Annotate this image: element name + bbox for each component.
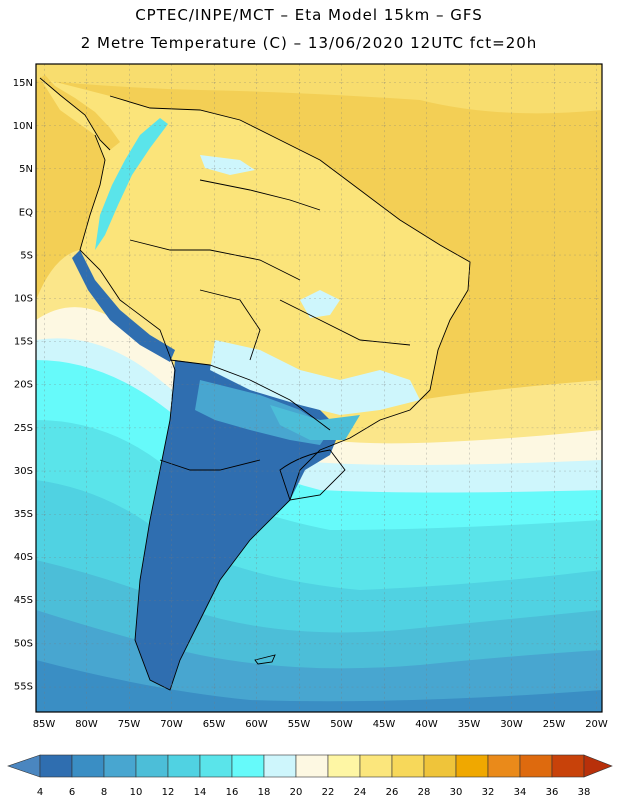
colorbar-value: 14	[194, 787, 207, 798]
colorbar-value: 18	[258, 787, 271, 798]
colorbar-swatch	[487, 754, 521, 778]
lon-label: 50W	[330, 719, 353, 730]
lat-label: 55S	[14, 681, 33, 692]
map-title-line2: 2 Metre Temperature (C) – 13/06/2020 12U…	[80, 34, 538, 52]
colorbar-swatch	[263, 754, 297, 778]
colorbar-value: 32	[482, 787, 495, 798]
colorbar-value: 26	[386, 787, 399, 798]
colorbar-swatch	[167, 754, 201, 778]
lat-label: 30S	[14, 466, 33, 477]
colorbar-swatch	[199, 754, 233, 778]
map-title-line1: CPTEC/INPE/MCT – Eta Model 15km – GFS	[135, 6, 483, 24]
lon-label: 25W	[543, 719, 566, 730]
map-frame	[35, 63, 603, 713]
colorbar-value: 16	[226, 787, 239, 798]
colorbar-value: 12	[162, 787, 175, 798]
lon-label: 65W	[203, 719, 226, 730]
lon-label: 40W	[415, 719, 438, 730]
lat-label: 45S	[14, 595, 33, 606]
lon-label: 85W	[33, 719, 56, 730]
lon-label: 35W	[458, 719, 481, 730]
latitude-labels: 15N 10N 5N EQ 5S 10S 15S 20S 25S 30S 35S 40S 45S 50S 5…	[13, 78, 33, 692]
lon-label: 55W	[288, 719, 311, 730]
colorbar-value: 30	[450, 787, 463, 798]
colorbar-swatch	[327, 754, 361, 778]
colorbar: 4 6 8 10 12 14 16 18 20 22 24 26 28 30 32 34 36 38	[7, 754, 613, 798]
lat-label: EQ	[19, 207, 33, 218]
lon-label: 30W	[500, 719, 523, 730]
lon-label: 80W	[75, 719, 98, 730]
colorbar-swatch	[423, 754, 457, 778]
longitude-labels: 85W 80W 75W 70W 65W 60W 55W 50W 45W 40W 35W 30W 25W 2…	[33, 719, 608, 730]
colorbar-swatch	[71, 754, 105, 778]
lat-label: 10S	[14, 294, 33, 305]
colorbar-swatch	[391, 754, 425, 778]
lat-label: 50S	[14, 638, 33, 649]
colorbar-value: 4	[37, 787, 43, 798]
colorbar-swatch	[231, 754, 265, 778]
colorbar-value: 22	[322, 787, 335, 798]
colorbar-swatch	[551, 754, 585, 778]
lon-label: 60W	[245, 719, 268, 730]
colorbar-value: 10	[130, 787, 143, 798]
lon-label: 45W	[373, 719, 396, 730]
lat-label: 10N	[13, 121, 33, 132]
colorbar-right-arrow	[583, 754, 613, 778]
colorbar-value: 6	[69, 787, 75, 798]
colorbar-swatch	[359, 754, 393, 778]
lat-label: 40S	[14, 552, 33, 563]
colorbar-value: 20	[290, 787, 303, 798]
colorbar-value: 28	[418, 787, 431, 798]
lat-label: 25S	[14, 423, 33, 434]
colorbar-value: 24	[354, 787, 367, 798]
lat-label: 15N	[13, 78, 33, 89]
colorbar-value: 34	[514, 787, 527, 798]
colorbar-value: 36	[546, 787, 559, 798]
colorbar-left-arrow	[7, 754, 41, 778]
colorbar-swatch	[295, 754, 329, 778]
colorbar-swatch	[455, 754, 489, 778]
lon-label: 20W	[585, 719, 608, 730]
colorbar-value: 8	[101, 787, 107, 798]
colorbar-swatch	[519, 754, 553, 778]
colorbar-swatch	[39, 754, 73, 778]
lat-label: 35S	[14, 509, 33, 520]
lon-label: 75W	[118, 719, 141, 730]
lon-label: 70W	[160, 719, 183, 730]
colorbar-swatch	[103, 754, 137, 778]
lat-lon-grid	[36, 64, 602, 712]
lat-label: 5S	[20, 250, 33, 261]
lat-label: 20S	[14, 380, 33, 391]
lat-label: 5N	[19, 164, 33, 175]
colorbar-value: 38	[578, 787, 591, 798]
colorbar-swatch	[135, 754, 169, 778]
lat-label: 15S	[14, 337, 33, 348]
